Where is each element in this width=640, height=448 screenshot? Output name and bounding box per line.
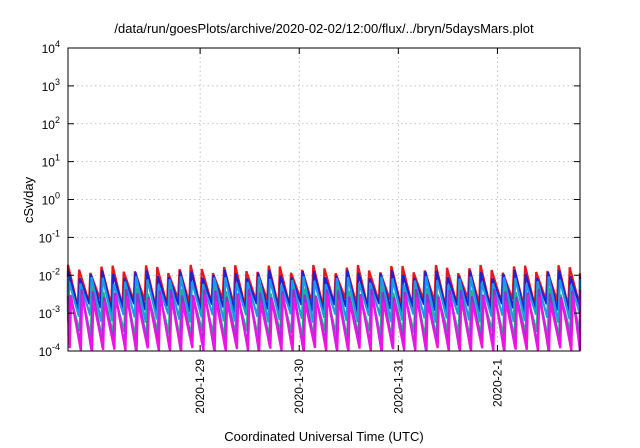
y-axis-label: cSv/day — [21, 176, 36, 223]
y-tick-label: 10-2 — [39, 266, 60, 283]
y-tick-label: 103 — [42, 77, 60, 94]
y-tick-label: 102 — [42, 115, 60, 132]
y-tick-label: 10-1 — [39, 228, 60, 245]
x-tick-label: 2020-1-31 — [391, 359, 405, 414]
x-tick-label: 2020-2-1 — [490, 359, 504, 407]
y-tick-label: 10-4 — [39, 342, 60, 359]
x-axis-label: Coordinated Universal Time (UTC) — [224, 429, 423, 444]
y-tick-label: 100 — [42, 191, 60, 208]
y-tick-label: 104 — [42, 39, 60, 56]
axis-ticks — [68, 47, 580, 352]
chart-title: /data/run/goesPlots/archive/2020-02-02/1… — [114, 21, 534, 36]
y-tick-labels: 10-4 10-3 10-2 10-1 100 101 102 103 104 — [39, 39, 60, 359]
x-tick-label: 2020-1-29 — [193, 359, 207, 414]
x-tick-label: 2020-1-30 — [292, 359, 306, 414]
data-series — [66, 264, 582, 352]
series-line — [66, 294, 582, 352]
x-tick-labels: 2020-1-29 2020-1-30 2020-1-31 2020-2-1 — [193, 359, 504, 414]
y-tick-label: 101 — [42, 153, 60, 170]
y-tick-label: 10-3 — [39, 304, 60, 321]
